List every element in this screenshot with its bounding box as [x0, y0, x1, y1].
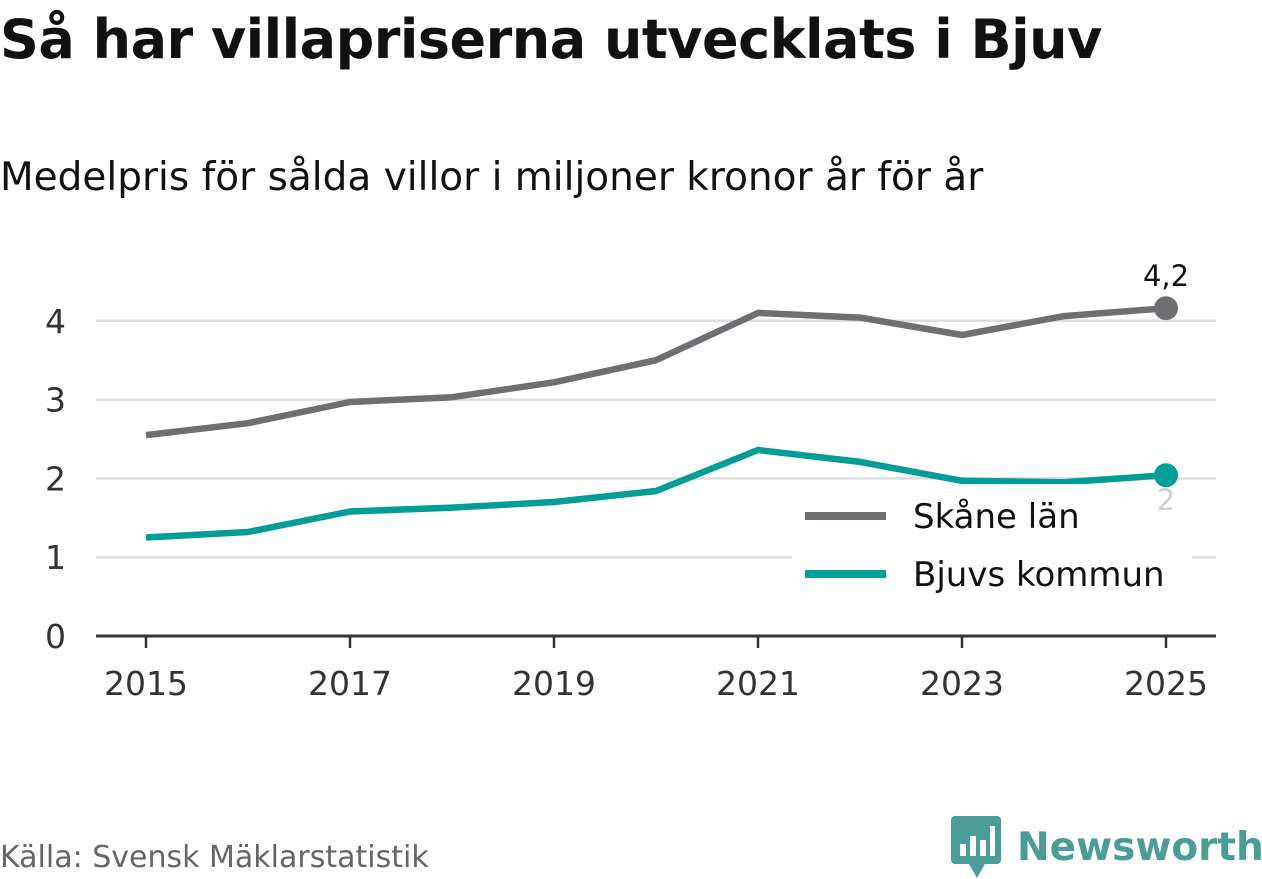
x-tick-label: 2015 [104, 664, 188, 703]
legend-background [792, 484, 1192, 604]
legend-label: Skåne län [913, 497, 1080, 537]
bar-chart-icon [951, 816, 1001, 878]
legend-label: Bjuvs kommun [913, 555, 1165, 595]
y-tick-label: 0 [45, 617, 66, 656]
source-note: Källa: Svensk Mäklarstatistik [0, 840, 429, 875]
brand-name: Newsworthy [1017, 824, 1262, 870]
chart-title: Så har villapriserna utvecklats i Bjuv [0, 8, 1102, 71]
series-line-bjuvs-kommun [145, 446, 1167, 541]
y-tick-label: 3 [45, 381, 66, 420]
end-value-label: 2 [1157, 483, 1175, 517]
end-point-marker [1154, 296, 1178, 321]
x-tick-label: 2023 [920, 664, 1004, 703]
x-tick-label: 2017 [308, 664, 392, 703]
end-value-label: 4,2 [1143, 259, 1189, 293]
chart-subtitle: Medelpris för sålda villor i miljoner kr… [0, 155, 984, 200]
newsworthy-logo: Newsworthy [951, 816, 1262, 878]
end-point-marker [1154, 463, 1178, 488]
x-tick-label: 2025 [1124, 664, 1208, 703]
x-tick-label: 2019 [512, 664, 596, 703]
y-tick-label: 4 [45, 302, 66, 341]
series-line-skane-lan [145, 304, 1167, 439]
y-tick-label: 1 [45, 538, 66, 577]
x-tick-label: 2021 [716, 664, 800, 703]
y-tick-label: 2 [45, 459, 66, 498]
